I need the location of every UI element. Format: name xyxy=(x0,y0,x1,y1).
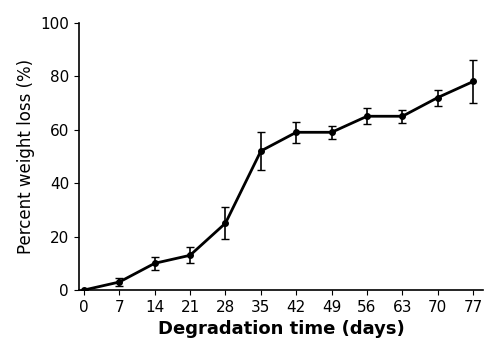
Y-axis label: Percent weight loss (%): Percent weight loss (%) xyxy=(16,59,34,254)
X-axis label: Degradation time (days): Degradation time (days) xyxy=(158,320,404,338)
